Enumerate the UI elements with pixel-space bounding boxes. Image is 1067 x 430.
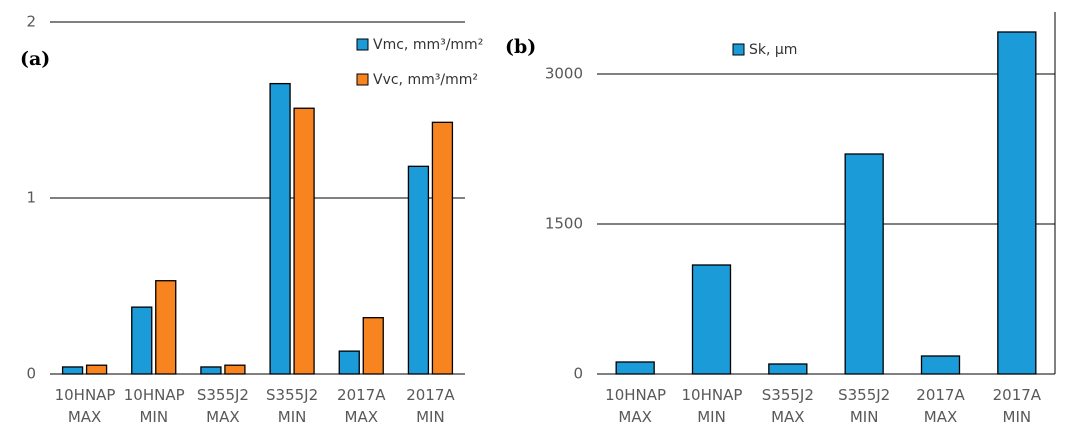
- x-tick-label: 10HNAP MAX: [605, 386, 667, 426]
- bar: [920, 355, 961, 375]
- panel-label: (a): [20, 48, 50, 70]
- bar: [293, 107, 315, 375]
- x-tick-label: S355J2 MAX: [761, 386, 814, 426]
- x-tick-label: S355J2 MIN: [838, 386, 891, 426]
- panel-label: (b): [505, 36, 536, 58]
- y-tick-label: 0: [26, 365, 36, 383]
- bar: [200, 366, 222, 375]
- legend-label: Sk, µm: [749, 42, 797, 58]
- legend-swatch: [356, 38, 369, 51]
- legend-label: Vmc, mm³/mm²: [373, 37, 483, 53]
- bar: [269, 82, 291, 375]
- bar: [155, 280, 177, 375]
- legend-label: Vvc, mm³/mm²: [373, 72, 478, 88]
- bar: [768, 363, 808, 375]
- y-tick-label: 1500: [545, 215, 583, 233]
- bar: [224, 364, 246, 375]
- x-tick-label: S355J2 MAX: [196, 386, 249, 426]
- legend-swatch: [356, 73, 369, 86]
- bar: [407, 165, 430, 375]
- bar: [338, 350, 360, 375]
- bar: [844, 153, 884, 375]
- y-tick-label: 0: [573, 365, 583, 383]
- x-tick-label: 2017A MAX: [916, 386, 965, 426]
- bar: [997, 31, 1037, 375]
- x-tick-label: 2017A MIN: [406, 386, 455, 426]
- bar: [131, 306, 153, 375]
- y-tick-label: 3000: [545, 65, 583, 83]
- x-tick-label: 2017A MAX: [337, 386, 386, 426]
- y-tick-label: 2: [26, 13, 36, 31]
- bar: [362, 317, 384, 375]
- bar: [615, 361, 655, 375]
- bar: [431, 121, 454, 375]
- x-tick-label: 2017A MIN: [992, 386, 1042, 426]
- x-tick-label: 10HNAP MIN: [123, 386, 185, 426]
- legend-swatch: [732, 43, 745, 56]
- bar: [691, 264, 732, 375]
- x-tick-label: 10HNAP MIN: [681, 386, 743, 426]
- y-tick-label: 1: [26, 189, 36, 207]
- x-tick-label: 10HNAP MAX: [54, 386, 116, 426]
- bar: [85, 364, 108, 375]
- bar: [61, 366, 84, 375]
- x-tick-label: S355J2 MIN: [266, 386, 319, 426]
